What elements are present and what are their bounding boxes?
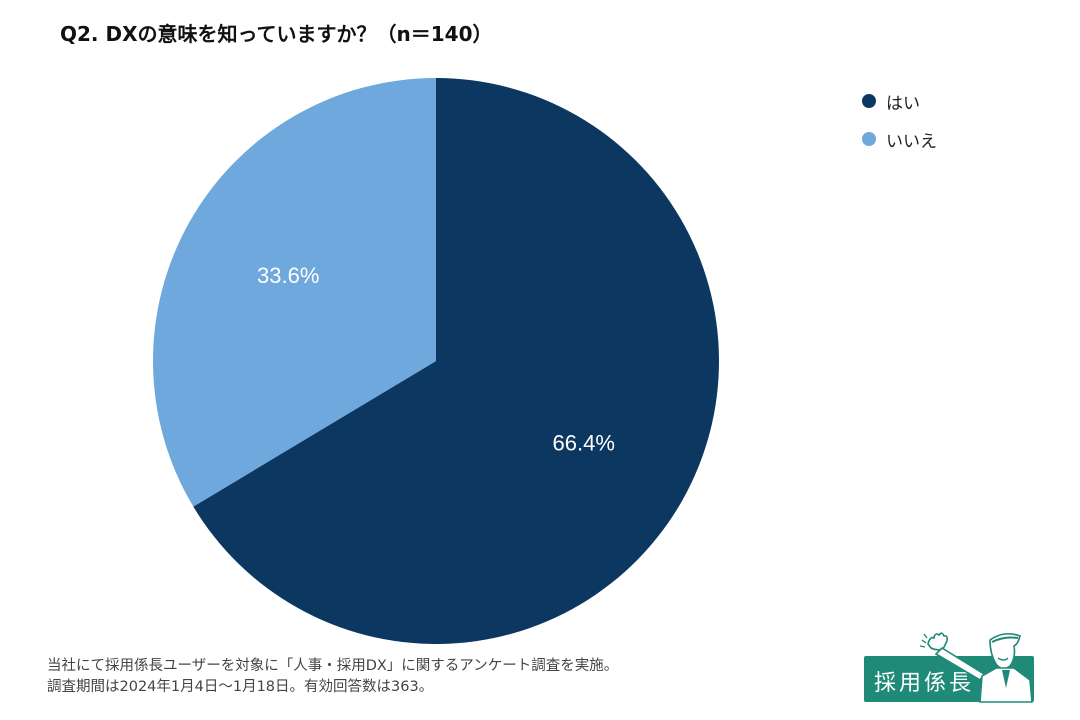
- pie-slice-no: [152, 77, 436, 507]
- survey-note-line-2: 調査期間は2024年1月4日〜1月18日。有効回答数は363。: [47, 679, 434, 695]
- chart-title: Q2. DXの意味を知っていますか？（n＝140）: [60, 22, 493, 46]
- legend-label-no: いいえ: [886, 131, 937, 152]
- brand-logo: 採用係長: [858, 630, 1036, 704]
- legend-swatch-yes: [862, 94, 876, 108]
- mascot-icon: [919, 632, 1033, 703]
- legend-swatch-no: [862, 132, 876, 146]
- legend-label-yes: はい: [886, 93, 920, 114]
- pie-label-yes: 66.4%: [553, 430, 615, 455]
- pie-label-no: 33.6%: [257, 263, 319, 288]
- pie-slice-yes: [193, 78, 719, 644]
- survey-note: 当社にて採用係長ユーザーを対象に「人事・採用DX」に関するアンケート調査を実施。…: [47, 656, 618, 698]
- survey-note-line-1: 当社にて採用係長ユーザーを対象に「人事・採用DX」に関するアンケート調査を実施。: [47, 658, 619, 674]
- legend-item-yes: はい: [862, 88, 937, 114]
- logo-text: 採用係長: [874, 671, 975, 696]
- legend: はい いいえ: [862, 88, 937, 164]
- legend-item-no: いいえ: [862, 126, 937, 152]
